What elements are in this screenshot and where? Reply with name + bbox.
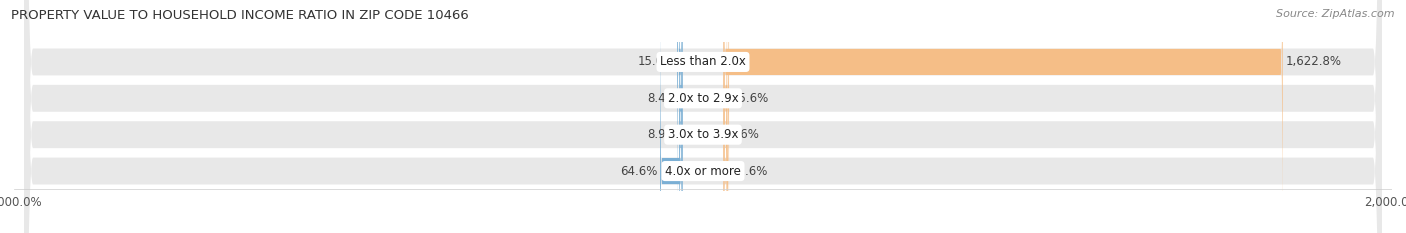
FancyBboxPatch shape — [724, 0, 1282, 233]
Text: Source: ZipAtlas.com: Source: ZipAtlas.com — [1277, 9, 1395, 19]
FancyBboxPatch shape — [24, 0, 1382, 233]
FancyBboxPatch shape — [24, 0, 1382, 233]
Text: PROPERTY VALUE TO HOUSEHOLD INCOME RATIO IN ZIP CODE 10466: PROPERTY VALUE TO HOUSEHOLD INCOME RATIO… — [11, 9, 470, 22]
Text: 3.0x to 3.9x: 3.0x to 3.9x — [668, 128, 738, 141]
FancyBboxPatch shape — [24, 0, 1382, 233]
Text: 9.6%: 9.6% — [730, 128, 759, 141]
Text: 12.6%: 12.6% — [731, 164, 768, 178]
Text: 15.0%: 15.0% — [637, 55, 675, 69]
FancyBboxPatch shape — [679, 0, 682, 233]
FancyBboxPatch shape — [724, 0, 730, 233]
FancyBboxPatch shape — [678, 0, 682, 233]
FancyBboxPatch shape — [724, 0, 728, 233]
Text: 8.9%: 8.9% — [647, 128, 676, 141]
FancyBboxPatch shape — [24, 0, 1382, 233]
Text: 15.6%: 15.6% — [731, 92, 769, 105]
Text: 4.0x or more: 4.0x or more — [665, 164, 741, 178]
FancyBboxPatch shape — [659, 0, 682, 233]
Text: 1,622.8%: 1,622.8% — [1285, 55, 1341, 69]
FancyBboxPatch shape — [724, 0, 727, 233]
Text: 8.4%: 8.4% — [647, 92, 676, 105]
Text: 2.0x to 2.9x: 2.0x to 2.9x — [668, 92, 738, 105]
FancyBboxPatch shape — [679, 0, 682, 233]
Text: Less than 2.0x: Less than 2.0x — [659, 55, 747, 69]
Text: 64.6%: 64.6% — [620, 164, 658, 178]
